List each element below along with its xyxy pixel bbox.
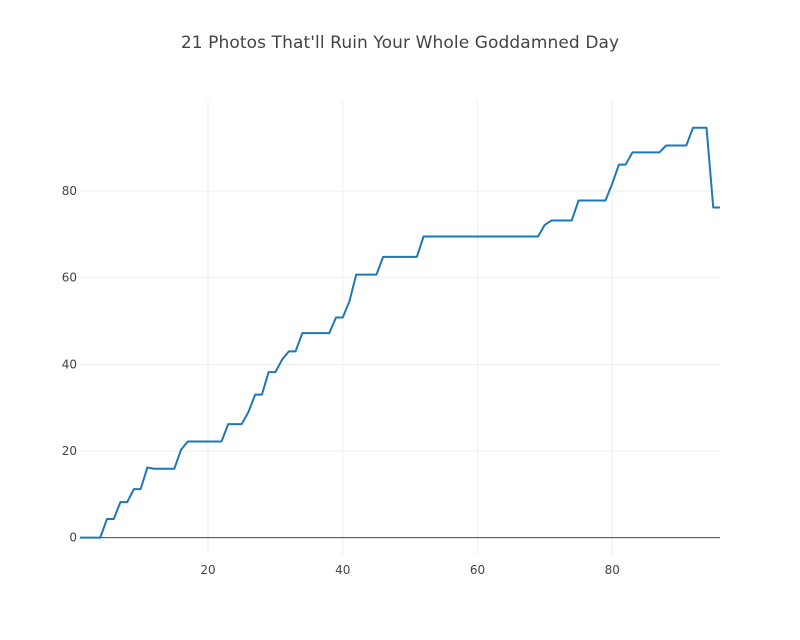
x-tick-label: 20 xyxy=(200,563,215,577)
series-line xyxy=(80,126,720,539)
series-group xyxy=(80,126,720,539)
x-tick-label: 80 xyxy=(605,563,620,577)
x-tick-label: 60 xyxy=(470,563,485,577)
x-tick-label: 40 xyxy=(335,563,350,577)
y-tick-label: 20 xyxy=(62,444,77,458)
y-tick-label: 60 xyxy=(62,271,77,285)
y-gridlines xyxy=(80,190,720,452)
y-tick-label: 40 xyxy=(62,357,77,371)
y-tick-label: 0 xyxy=(69,531,77,545)
y-tick-labels: 0 20 40 60 80 xyxy=(62,184,77,545)
y-tick-label: 80 xyxy=(62,184,77,198)
chart-title: 21 Photos That'll Ruin Your Whole Goddam… xyxy=(180,33,620,53)
x-tick-labels: 20 40 60 80 xyxy=(200,563,619,577)
x-gridlines xyxy=(207,100,613,555)
